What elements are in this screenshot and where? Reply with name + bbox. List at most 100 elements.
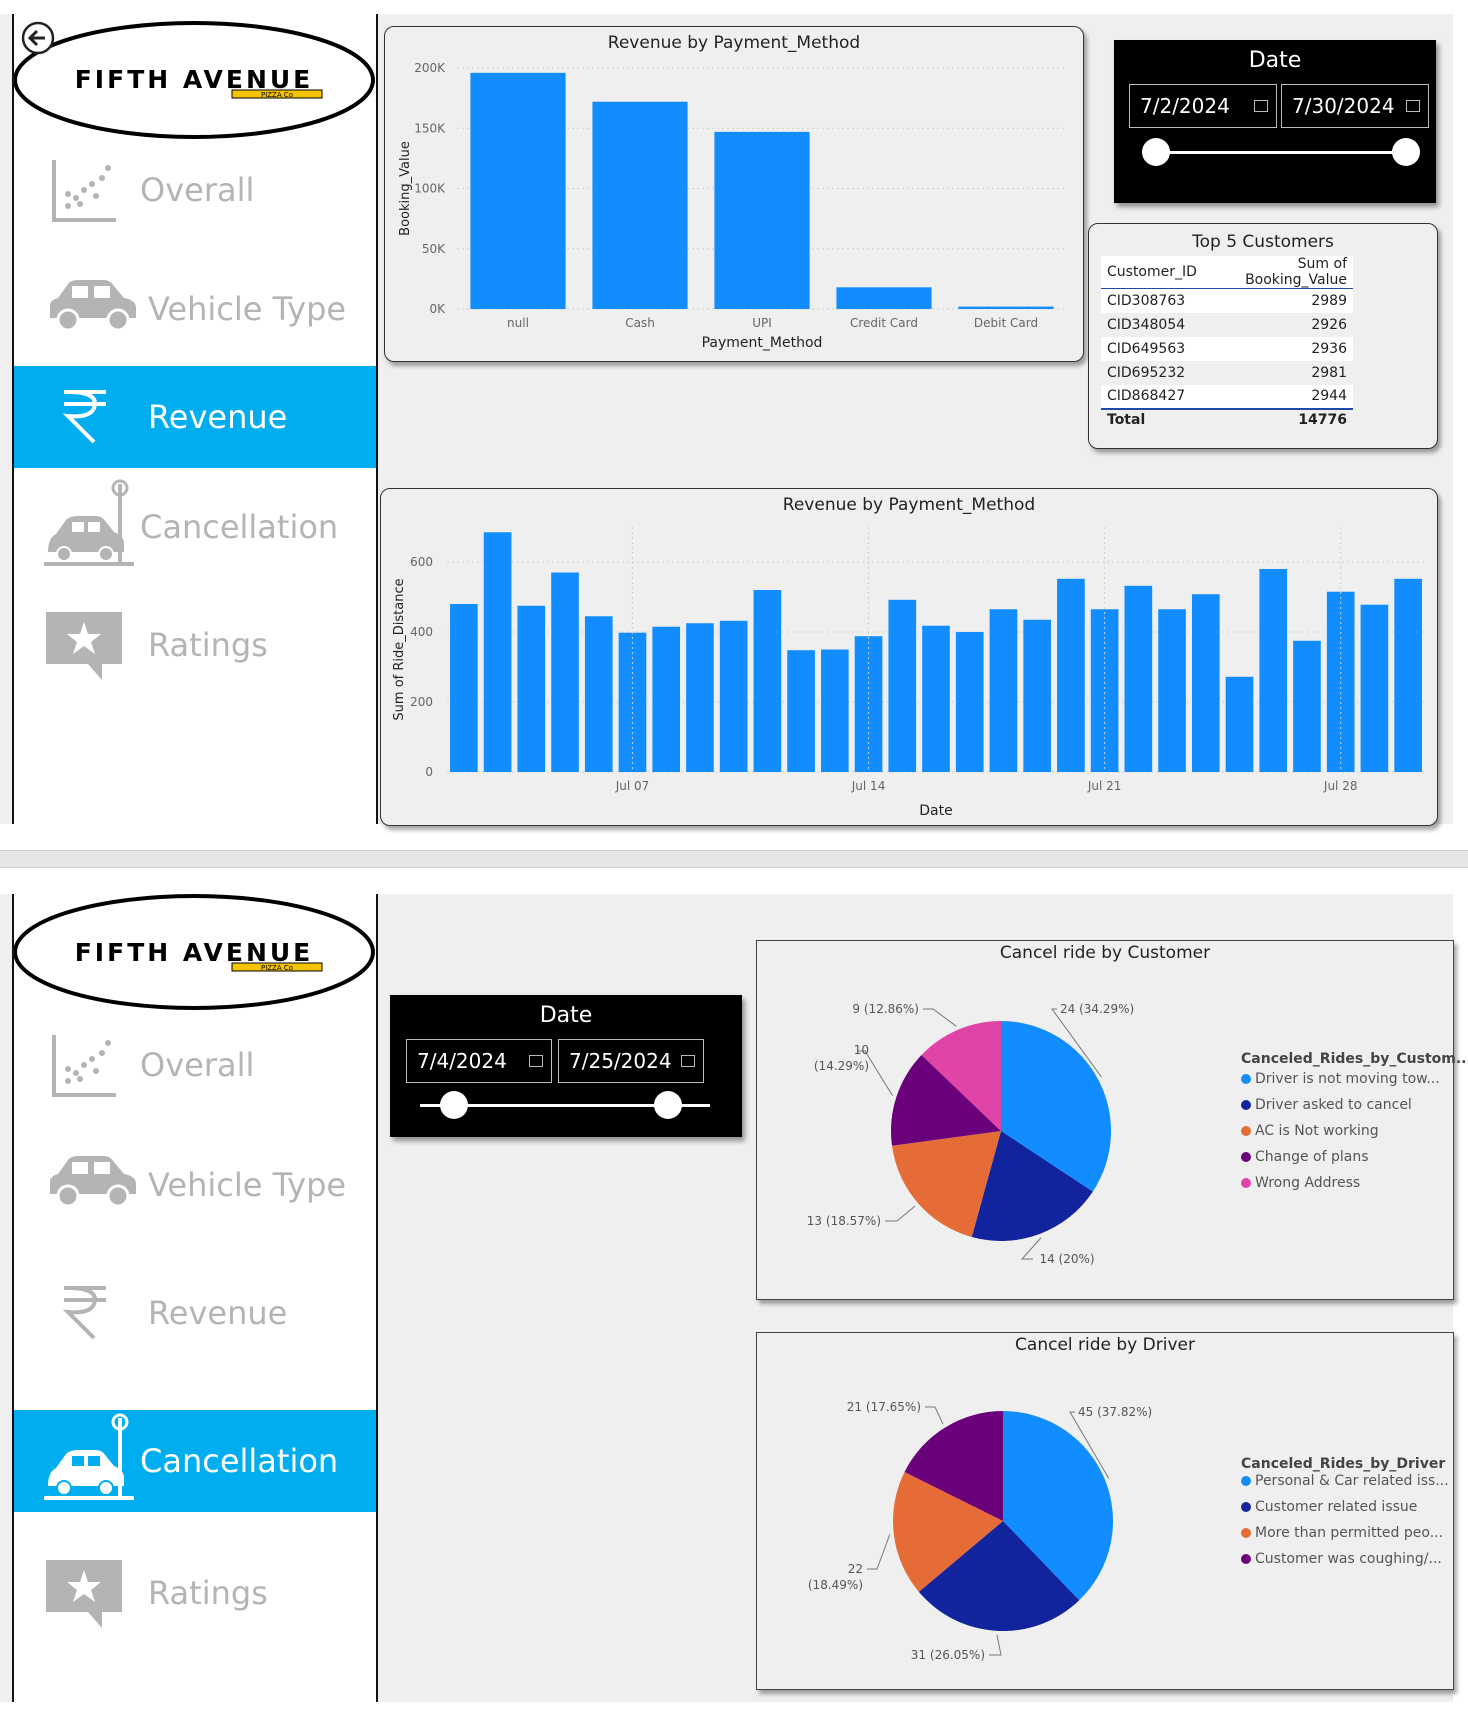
column-header[interactable]: Customer_ID — [1107, 264, 1197, 280]
nav-ratings[interactable]: Ratings — [14, 594, 376, 696]
fifth-avenue-logo[interactable]: FIFTH AVENUE PIZZA Co — [14, 14, 378, 144]
logo-main-text: FIFTH AVENUE — [75, 65, 314, 94]
customer-id: CID649563 — [1107, 340, 1186, 357]
x-axis-title: Payment_Method — [702, 335, 823, 351]
range-start-handle[interactable] — [1142, 138, 1170, 166]
legend-item[interactable]: More than permitted peo... — [1241, 1525, 1443, 1541]
data-label: 14 (20%) — [1039, 1252, 1094, 1266]
x-axis-title: Date — [919, 803, 952, 819]
range-end-handle[interactable] — [654, 1091, 682, 1119]
pie-slice — [1001, 1021, 1111, 1192]
calendar-icon[interactable] — [681, 1055, 695, 1067]
legend-label: Change of plans — [1255, 1149, 1369, 1165]
y-tick-label: 400 — [410, 625, 433, 639]
legend-item[interactable]: Customer was coughing/... — [1241, 1551, 1442, 1567]
end-date-input[interactable]: 7/30/2024 — [1281, 84, 1429, 128]
calendar-icon[interactable] — [1254, 100, 1268, 112]
date-range-track — [1156, 151, 1406, 154]
legend-item[interactable]: Wrong Address — [1241, 1175, 1360, 1191]
leader-line — [923, 1008, 957, 1027]
nav-vehicle-type[interactable]: Vehicle Type — [14, 258, 376, 360]
leader-line — [1069, 1411, 1110, 1479]
nav-revenue[interactable]: Revenue — [14, 366, 376, 468]
chart-title: Cancel ride by Customer — [999, 943, 1211, 963]
range-end-handle[interactable] — [1392, 138, 1420, 166]
nav-revenue[interactable]: Revenue — [14, 1262, 376, 1364]
x-tick-label: UPI — [752, 316, 772, 330]
bar — [888, 599, 917, 772]
data-label: 24 (34.29%) — [1060, 1002, 1134, 1016]
revenue-by-payment-card: Revenue by Payment_Method 0K 50K 100K 150K 2… — [384, 26, 1084, 362]
data-label: 9 (12.86%) — [852, 1002, 919, 1016]
legend-label: Customer related issue — [1255, 1499, 1418, 1515]
legend-title: Canceled_Rides_by_Driver — [1241, 1456, 1446, 1472]
bar — [922, 625, 950, 772]
leader-line — [989, 1634, 1002, 1656]
nav-cancellation[interactable]: Cancellation — [14, 476, 376, 578]
sidebar-page2: FIFTH AVENUE PIZZA Co Overall Vehicle Ty… — [12, 894, 378, 1702]
range-start-handle[interactable] — [440, 1091, 468, 1119]
table-row[interactable]: CID348054 2926 — [1101, 312, 1353, 337]
end-date-input[interactable]: 7/25/2024 — [558, 1039, 704, 1083]
leader-line — [925, 1406, 944, 1425]
table-row[interactable]: CID308763 2989 — [1101, 288, 1353, 313]
date-slicer[interactable]: Date 7/2/2024 7/30/2024 — [1114, 40, 1436, 203]
legend-item[interactable]: Driver asked to cancel — [1241, 1097, 1412, 1113]
nav-overall-label: Overall — [140, 171, 255, 209]
back-arrow-icon[interactable] — [20, 20, 56, 56]
legend-item[interactable]: Driver is not moving tow... — [1241, 1071, 1440, 1087]
bar — [1023, 619, 1051, 772]
booking-sum: 2926 — [1311, 316, 1347, 333]
nav-cancellation-label: Cancellation — [140, 508, 339, 546]
start-date-input[interactable]: 7/2/2024 — [1129, 84, 1277, 128]
leader-line — [857, 1050, 894, 1097]
total-row: Total 14776 — [1101, 408, 1353, 431]
bar — [958, 306, 1054, 309]
table-row[interactable]: CID695232 2981 — [1101, 360, 1353, 385]
nav-ratings[interactable]: Ratings — [14, 1542, 376, 1644]
cancel-driver-pie: 45 (37.82%) 31 (26.05%) 22 (18.49%) 21 (17.6… — [808, 1400, 1152, 1662]
column-header[interactable]: Sum of Booking_Value — [1245, 256, 1347, 288]
table-row[interactable]: CID868427 2944 — [1101, 384, 1353, 409]
legend-marker — [1241, 1074, 1251, 1084]
calendar-icon[interactable] — [1406, 100, 1420, 112]
nav-overall[interactable]: Overall — [14, 139, 376, 241]
car-icon — [50, 1156, 136, 1208]
x-tick-label: Jul 21 — [1087, 779, 1122, 793]
cancel-customer-pie: 24 (34.29%) 14 (20%) 13 (18.57%) 10 (14.29%)… — [807, 1002, 1134, 1266]
booking-sum: 2981 — [1311, 364, 1347, 381]
customer-id: CID348054 — [1107, 316, 1186, 333]
bar — [1326, 591, 1355, 772]
legend-marker — [1241, 1528, 1251, 1538]
legend-marker — [1241, 1126, 1251, 1136]
nav-cancellation[interactable]: Cancellation — [14, 1410, 376, 1512]
calendar-icon[interactable] — [529, 1055, 543, 1067]
legend-marker — [1241, 1554, 1251, 1564]
legend-marker — [1241, 1476, 1251, 1486]
legend-item[interactable]: AC is Not working — [1241, 1123, 1379, 1139]
legend-item[interactable]: Personal & Car related iss... — [1241, 1473, 1449, 1489]
end-date-value: 7/30/2024 — [1292, 94, 1395, 118]
legend-marker — [1241, 1100, 1251, 1110]
start-date-input[interactable]: 7/4/2024 — [406, 1039, 552, 1083]
leader-line — [867, 1534, 891, 1570]
table-row[interactable]: CID649563 2936 — [1101, 336, 1353, 361]
bar — [1191, 594, 1220, 772]
y-tick-label: 50K — [422, 242, 446, 256]
data-label: 10 — [854, 1043, 869, 1057]
bar — [470, 72, 566, 309]
nav-overall-label: Overall — [140, 1046, 255, 1084]
top5-title: Top 5 Customers — [1192, 232, 1334, 252]
booking-sum: 2989 — [1311, 292, 1347, 309]
nav-overall[interactable]: Overall — [14, 1014, 376, 1116]
legend-item[interactable]: Change of plans — [1241, 1149, 1369, 1165]
fifth-avenue-logo[interactable]: FIFTH AVENUE PIZZA Co — [14, 894, 378, 1020]
ride-distance-card: Revenue by Payment_Method 0 200 400 600 Jul … — [380, 488, 1438, 826]
y-tick-label: 0 — [425, 765, 433, 779]
ride-distance-bar-chart: 0 200 400 600 Jul 07 Jul 14 Jul 21 Jul 28 Date Su… — [392, 527, 1425, 819]
nav-vehicle-type[interactable]: Vehicle Type — [14, 1134, 376, 1236]
pie-slice — [891, 1054, 1001, 1146]
legend-item[interactable]: Customer related issue — [1241, 1499, 1417, 1515]
y-tick-label: 200 — [410, 695, 433, 709]
date-slicer[interactable]: Date 7/4/2024 7/25/2024 — [390, 995, 742, 1137]
